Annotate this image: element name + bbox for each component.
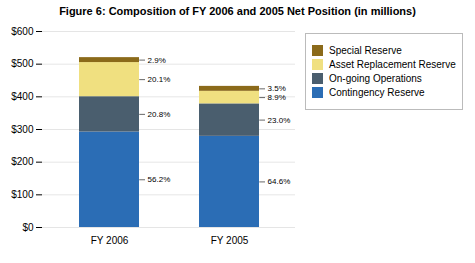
svg-text:FY 2005: FY 2005 bbox=[211, 235, 249, 246]
svg-text:64.6%: 64.6% bbox=[268, 177, 291, 186]
svg-text:$100: $100 bbox=[11, 189, 34, 200]
svg-text:$0: $0 bbox=[22, 222, 34, 233]
html-text:Asset Replacement Reserve: Asset Replacement Reserve bbox=[329, 59, 456, 70]
svg-text:FY 2006: FY 2006 bbox=[91, 235, 129, 246]
html-text:Contingency Reserve: Contingency Reserve bbox=[329, 87, 425, 98]
svg-text:$600: $600 bbox=[11, 26, 34, 37]
svg-text:20.8%: 20.8% bbox=[148, 110, 171, 119]
svg-text:$200: $200 bbox=[11, 156, 34, 167]
svg-text:$400: $400 bbox=[11, 91, 34, 102]
svg-text:2.9%: 2.9% bbox=[148, 56, 166, 65]
svg-text:8.9%: 8.9% bbox=[268, 93, 286, 102]
html-text:Special Reserve: Special Reserve bbox=[329, 45, 402, 56]
svg-text:56.2%: 56.2% bbox=[148, 175, 171, 184]
html-text:On-going Operations: On-going Operations bbox=[329, 73, 422, 84]
svg-text:$300: $300 bbox=[11, 124, 34, 135]
svg-text:3.5%: 3.5% bbox=[268, 84, 286, 93]
svg-text:20.1%: 20.1% bbox=[148, 75, 171, 84]
svg-text:$500: $500 bbox=[11, 58, 34, 69]
html-text:Figure 6: Composition of FY 20: Figure 6: Composition of FY 2006 and 200… bbox=[59, 5, 416, 17]
svg-text:23.0%: 23.0% bbox=[268, 116, 291, 125]
